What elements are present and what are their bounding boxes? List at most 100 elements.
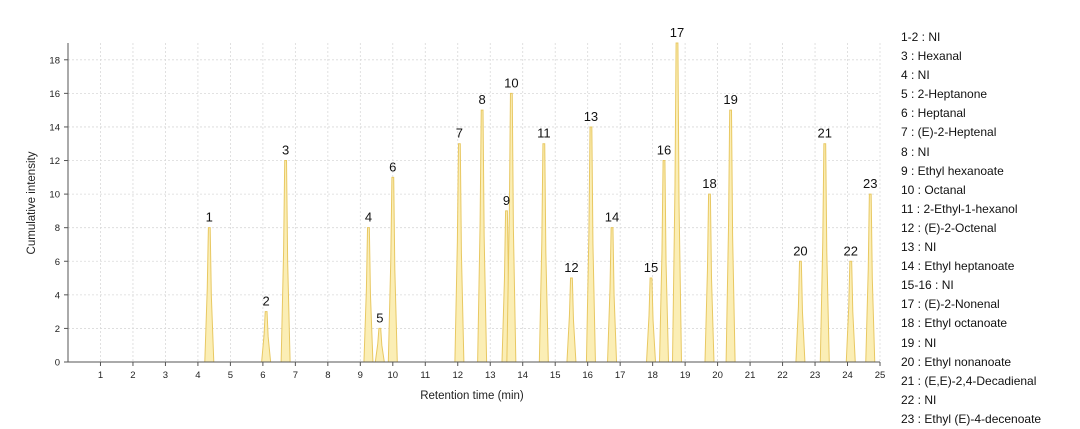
x-tick-label: 1 [98, 370, 103, 381]
peak-label-8: 8 [479, 92, 486, 107]
legend-entry: 15-16 : NI [901, 278, 954, 293]
x-tick-label: 6 [260, 370, 265, 381]
legend-entry: 8 : NI [901, 144, 930, 159]
axes: 1 2 3 4 5 6 7 8 9 10 11 12 13 14 15 16 17 18 19 20 21 22 23 24 2… [49, 43, 885, 381]
peak-label-9: 9 [503, 193, 510, 208]
peak-label-5: 5 [376, 310, 383, 325]
x-tick-label: 20 [712, 370, 723, 381]
y-tick-label: 16 [49, 89, 60, 100]
peak-12 [566, 277, 577, 363]
legend-entry: 17 : (E)-2-Nonenal [901, 297, 1000, 312]
x-tick-label: 22 [777, 370, 788, 381]
x-tick-label: 12 [452, 370, 463, 381]
y-tick-label: 2 [55, 324, 60, 335]
peak-label-16: 16 [657, 143, 671, 158]
peak-label-18: 18 [702, 176, 716, 191]
peak-label-1: 1 [206, 210, 213, 225]
x-tick-label: 23 [810, 370, 821, 381]
y-tick-label: 8 [55, 223, 60, 234]
legend-entry: 21 : (E,E)-2,4-Decadienal [901, 373, 1037, 388]
peak-8 [477, 109, 488, 363]
peak-label-21: 21 [818, 126, 832, 141]
peak-20 [795, 260, 806, 363]
x-tick-label: 21 [745, 370, 756, 381]
legend-entry: 23 : Ethyl (E)-4-decenoate [901, 411, 1042, 426]
peak-label-22: 22 [844, 243, 858, 258]
x-tick-label: 13 [485, 370, 496, 381]
x-tick-label: 10 [388, 370, 399, 381]
x-tick-label: 18 [647, 370, 658, 381]
x-axis-title: Retention time (min) [420, 390, 524, 402]
x-tick-label: 11 [420, 370, 430, 381]
legend-entry: 5 : 2-Heptanone [901, 87, 988, 102]
legend-entry: 10 : Octanal [901, 182, 966, 197]
peak-label-11: 11 [537, 126, 551, 141]
legend-entry: 22 : NI [901, 392, 937, 407]
legend-entry: 12 : (E)-2-Octenal [901, 220, 997, 235]
peak-label-13: 13 [584, 109, 598, 124]
peak-label-2: 2 [263, 294, 270, 309]
legend-entry: 7 : (E)-2-Heptenal [901, 125, 997, 140]
peak-11 [538, 143, 549, 363]
legend-entry: 6 : Heptanal [901, 106, 966, 121]
grid [68, 43, 881, 362]
x-tick-label: 3 [163, 370, 168, 381]
peak-label-6: 6 [389, 159, 396, 174]
x-tick-label: 7 [293, 370, 298, 381]
legend-entry: 11 : 2-Ethyl-1-hexanol [901, 201, 1018, 216]
peak-21 [819, 143, 830, 363]
x-tick-label: 19 [680, 370, 691, 381]
y-tick-label: 10 [49, 190, 60, 201]
peak-18 [704, 193, 715, 363]
x-tick-label: 24 [842, 370, 853, 381]
chromatogram-chart: 1 2 3 4 5 6 7 8 9 10 11 12 13 14 15 16 17 18 19 20 21 22 23 24 2… [26, 25, 885, 402]
peak-6 [387, 176, 398, 363]
peak-15 [645, 277, 657, 363]
x-tick-label: 14 [517, 370, 528, 381]
legend-entry: 13 : NI [901, 240, 937, 255]
legend: 1-2 : NI 3 : Hexanal 4 : NI 5 : 2-Heptanone… [901, 28, 1079, 429]
peaks [204, 42, 876, 363]
legend-entry: 18 : Ethyl octanoate [901, 316, 1008, 331]
x-tick-label: 8 [325, 370, 330, 381]
peak-label-23: 23 [863, 176, 877, 191]
x-tick-label: 15 [550, 370, 561, 381]
x-tick-label: 17 [615, 370, 626, 381]
peak-label-12: 12 [564, 260, 578, 275]
x-tick-label: 2 [130, 370, 135, 381]
peak-label-19: 19 [723, 92, 737, 107]
peak-label-4: 4 [365, 210, 372, 225]
legend-entry: 20 : Ethyl nonanoate [901, 354, 1012, 369]
legend-entry: 1-2 : NI [901, 30, 941, 44]
y-tick-label: 4 [55, 290, 60, 301]
peak-label-14: 14 [605, 210, 619, 225]
y-tick-label: 6 [55, 257, 60, 268]
peak-label-15: 15 [644, 260, 658, 275]
x-tick-label: 4 [195, 370, 200, 381]
peak-17 [671, 42, 683, 363]
y-axis-title: Cumulative intensity [26, 151, 38, 254]
peak-19 [725, 109, 736, 363]
peak-label-10: 10 [504, 75, 518, 90]
y-tick-label: 14 [49, 122, 60, 133]
legend-entry: 4 : NI [901, 68, 930, 83]
x-tick-label: 16 [582, 370, 593, 381]
y-tick-label: 12 [49, 156, 60, 167]
legend-entry: 19 : NI [901, 335, 937, 350]
peak-label-7: 7 [456, 126, 463, 141]
peak-label-17: 17 [670, 25, 684, 40]
peak-7 [454, 143, 465, 363]
peak-label-20: 20 [793, 243, 807, 258]
peak-label-3: 3 [282, 143, 289, 158]
legend-entry: 3 : Hexanal [901, 49, 962, 64]
legend-entry: 9 : Ethyl hexanoate [901, 163, 1004, 178]
legend-entry: 14 : Ethyl heptanoate [901, 259, 1015, 274]
x-tick-label: 9 [358, 370, 363, 381]
x-tick-label: 5 [228, 370, 233, 381]
peak-23 [865, 193, 876, 363]
y-tick-label: 18 [49, 55, 60, 66]
peak-5 [374, 327, 385, 363]
x-tick-label: 25 [875, 370, 886, 381]
y-tick-label: 0 [55, 358, 60, 369]
